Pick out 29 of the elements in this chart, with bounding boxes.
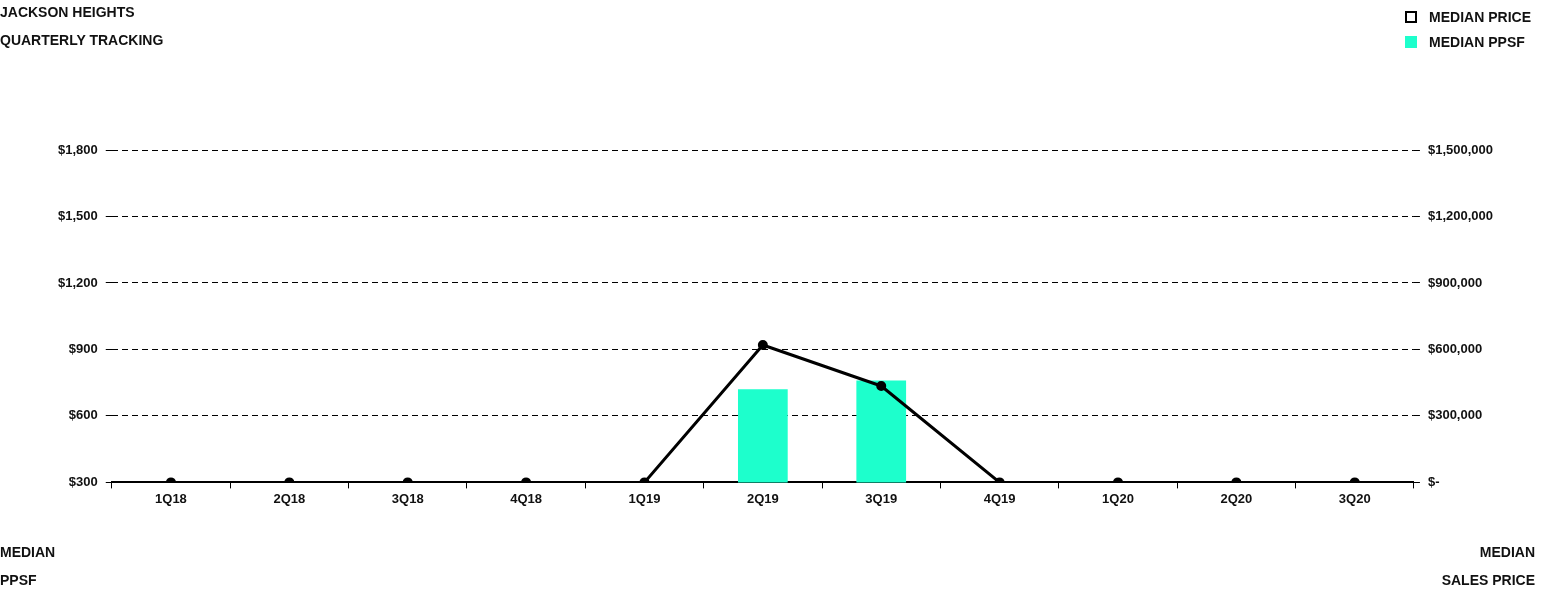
y-tick-label: $900 xyxy=(68,341,98,357)
chart-title: JACKSON HEIGHTS xyxy=(0,4,135,20)
x-tick-label: 3Q19 xyxy=(865,490,898,506)
x-tick-label: 2Q18 xyxy=(273,490,306,506)
legend-label: MEDIAN PRICE xyxy=(1429,8,1531,25)
y2-tick-label: $- xyxy=(1427,473,1440,489)
y2-tick-label: $1,200,000 xyxy=(1427,208,1494,224)
y2-tick-label: $600,000 xyxy=(1427,341,1483,357)
y-tick-label: $1,800 xyxy=(58,141,98,157)
x-tick-label: 3Q18 xyxy=(391,490,424,506)
y-tick-label: $300 xyxy=(68,473,98,489)
y-tick-label: $1,200 xyxy=(58,274,98,290)
y-tick-label: $1,500 xyxy=(58,208,98,224)
x-tick-label: 3Q20 xyxy=(1338,490,1371,506)
x-tick-label: 1Q19 xyxy=(628,490,661,506)
y2-tick-label: $900,000 xyxy=(1427,274,1483,290)
x-tick-label: 4Q19 xyxy=(983,490,1016,506)
y2-axis-title: MEDIAN SALES PRICE xyxy=(1440,543,1535,590)
legend-label: MEDIAN PPSF xyxy=(1429,33,1525,50)
x-tick-label: 2Q20 xyxy=(1220,490,1253,506)
y-axis-title: MEDIAN PPSF xyxy=(0,543,57,590)
chart-subtitle: QUARTERLY TRACKING xyxy=(0,32,164,48)
y-tick-label: $600 xyxy=(68,407,98,423)
x-tick-label: 2Q19 xyxy=(746,490,779,506)
x-tick-label: 1Q20 xyxy=(1102,490,1134,506)
x-tick-label: 1Q18 xyxy=(155,490,187,506)
x-tick-label: 4Q18 xyxy=(510,490,542,506)
y2-tick-label: $300,000 xyxy=(1427,407,1483,423)
y2-tick-label: $1,500,000 xyxy=(1427,141,1494,157)
